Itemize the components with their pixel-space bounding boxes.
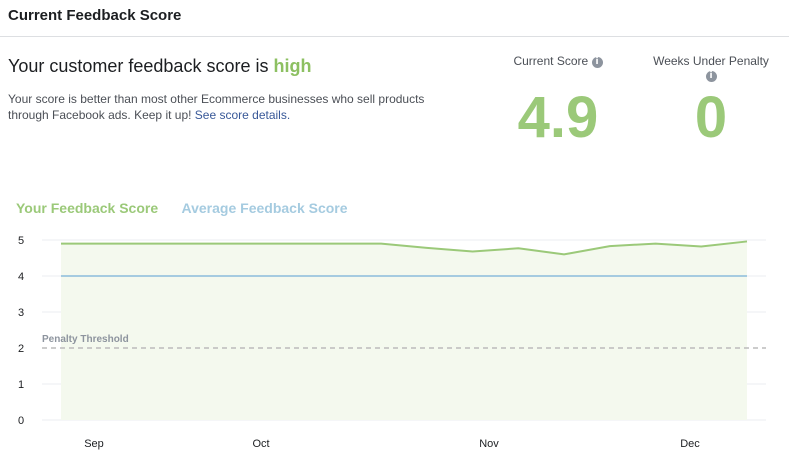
y-tick-label: 3	[18, 307, 24, 319]
weeks-label: Weeks Under Penalty	[653, 54, 769, 68]
headline-text: Your customer feedback score is	[8, 56, 274, 76]
y-tick-label: 4	[18, 271, 24, 283]
current-score-stat: Current Score i 4.9	[500, 54, 616, 148]
y-tick-label: 2	[18, 343, 24, 355]
chart-legend: Your Feedback Score Average Feedback Sco…	[16, 200, 368, 216]
weeks-under-penalty-value: 0	[694, 85, 728, 150]
y-tick-label: 0	[18, 415, 24, 427]
score-description: Your score is better than most other Eco…	[8, 91, 448, 123]
score-headline: Your customer feedback score is high	[8, 56, 311, 77]
feedback-score-chart: 5 4 3 2 1 0 Penalty Threshold Sep Oct Nov Dec	[18, 235, 766, 450]
legend-your-score[interactable]: Your Feedback Score	[16, 200, 159, 216]
your-score-area	[61, 241, 747, 420]
your-score-line	[61, 240, 748, 256]
legend-average-score[interactable]: Average Feedback Score	[181, 200, 348, 216]
x-tick-label: Oct	[252, 438, 269, 450]
x-tick-label: Sep	[84, 438, 104, 450]
page-title: Current Feedback Score	[8, 7, 182, 24]
current-score-label: Current Score	[513, 54, 589, 68]
current-score-value: 4.9	[517, 85, 599, 150]
weeks-under-penalty-stat: Weeks Under Penalty i 0	[648, 54, 774, 148]
header: Current Feedback Score	[0, 0, 789, 37]
info-icon[interactable]: i	[705, 71, 717, 82]
info-icon[interactable]: i	[591, 57, 603, 68]
y-tick-label: 5	[18, 235, 24, 247]
current-score-label-row: Current Score i	[500, 54, 616, 68]
y-tick-label: 1	[18, 379, 24, 391]
x-tick-label: Nov	[479, 438, 499, 450]
description-text: Your score is better than most other Eco…	[8, 92, 425, 122]
penalty-threshold-label: Penalty Threshold	[42, 334, 129, 345]
weeks-info-row: i	[648, 68, 774, 82]
x-tick-label: Dec	[680, 438, 700, 450]
score-level: high	[273, 56, 312, 76]
see-score-details-link[interactable]: See score details.	[194, 108, 291, 122]
